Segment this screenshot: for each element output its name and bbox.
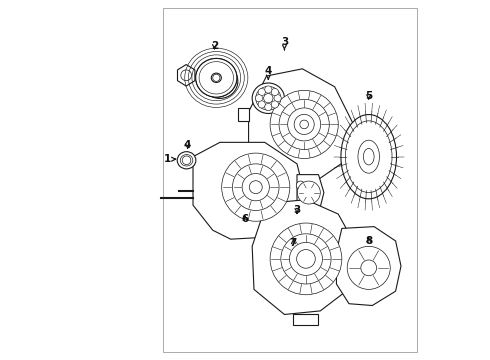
Ellipse shape: [177, 152, 196, 169]
Text: 2: 2: [211, 41, 218, 50]
Text: 4: 4: [184, 140, 191, 150]
Text: 7: 7: [290, 238, 297, 248]
Polygon shape: [288, 180, 313, 191]
Text: 3: 3: [281, 37, 288, 50]
Circle shape: [182, 156, 191, 165]
Circle shape: [181, 70, 192, 81]
Circle shape: [290, 242, 322, 275]
Circle shape: [296, 181, 305, 190]
Circle shape: [300, 120, 309, 129]
Circle shape: [213, 74, 220, 81]
Circle shape: [281, 234, 331, 284]
Circle shape: [347, 246, 390, 289]
Circle shape: [297, 181, 320, 204]
Ellipse shape: [358, 140, 379, 173]
Ellipse shape: [202, 64, 238, 98]
Circle shape: [264, 94, 273, 103]
Polygon shape: [294, 315, 318, 325]
Circle shape: [255, 95, 263, 102]
Circle shape: [274, 95, 281, 102]
Circle shape: [288, 108, 320, 141]
Ellipse shape: [345, 121, 392, 193]
Polygon shape: [177, 64, 195, 86]
Polygon shape: [248, 69, 353, 182]
Text: 5: 5: [365, 91, 372, 101]
Ellipse shape: [211, 73, 221, 82]
Circle shape: [271, 101, 278, 108]
Circle shape: [258, 89, 265, 96]
Text: 3: 3: [294, 206, 301, 216]
Bar: [163, 8, 417, 352]
Circle shape: [265, 86, 272, 93]
Ellipse shape: [341, 114, 396, 199]
Circle shape: [271, 89, 278, 96]
Circle shape: [294, 114, 314, 134]
Circle shape: [232, 164, 279, 211]
Ellipse shape: [252, 83, 285, 113]
Ellipse shape: [208, 70, 232, 93]
Polygon shape: [337, 226, 401, 306]
Text: 8: 8: [365, 236, 372, 246]
Circle shape: [221, 153, 290, 221]
Ellipse shape: [256, 86, 281, 110]
Ellipse shape: [180, 154, 193, 166]
Circle shape: [265, 103, 272, 111]
Text: 6: 6: [242, 215, 248, 224]
Circle shape: [361, 260, 377, 276]
Circle shape: [258, 101, 265, 108]
Ellipse shape: [196, 58, 237, 97]
Circle shape: [270, 90, 338, 158]
Text: 1: 1: [164, 154, 175, 164]
Polygon shape: [193, 142, 304, 239]
Circle shape: [242, 174, 270, 201]
Polygon shape: [252, 200, 356, 315]
Circle shape: [296, 249, 315, 268]
Circle shape: [279, 99, 329, 149]
Circle shape: [270, 223, 342, 295]
Polygon shape: [238, 108, 248, 121]
Text: 4: 4: [265, 66, 272, 79]
Ellipse shape: [364, 148, 374, 165]
Polygon shape: [297, 175, 324, 216]
Circle shape: [249, 181, 262, 194]
